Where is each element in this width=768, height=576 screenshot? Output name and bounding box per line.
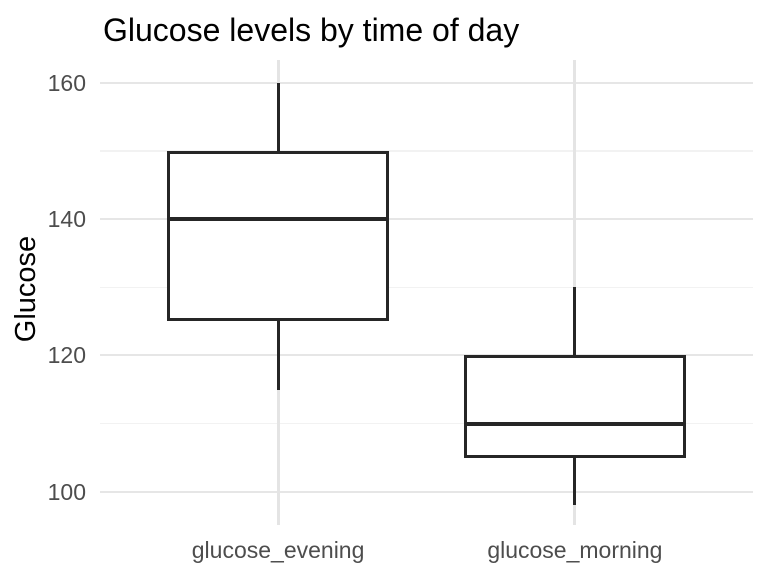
- plot-panel: [100, 60, 753, 525]
- chart-title: Glucose levels by time of day: [103, 12, 520, 48]
- y-tick-label: 140: [47, 206, 86, 233]
- median-line: [463, 421, 687, 426]
- gridline-minor: [100, 422, 753, 425]
- y-tick-label: 100: [47, 478, 86, 505]
- box-glucose_evening: [166, 151, 390, 322]
- whisker-lower: [276, 321, 280, 390]
- x-tick-label: glucose_morning: [487, 537, 663, 563]
- median-line: [166, 217, 390, 222]
- y-axis-title: Glucose: [10, 235, 42, 343]
- gridline-major: [100, 82, 753, 85]
- whisker-upper: [276, 83, 280, 152]
- gridline-major: [100, 218, 753, 221]
- y-tick-label: 120: [47, 342, 86, 369]
- whisker-lower: [573, 457, 577, 506]
- gridline-major: [100, 490, 753, 493]
- y-tick-label: 160: [47, 70, 86, 97]
- whisker-upper: [573, 287, 577, 356]
- gridline-minor: [100, 150, 753, 152]
- gridline-major: [100, 354, 753, 357]
- box-glucose_morning: [463, 355, 687, 458]
- gridline-minor: [100, 286, 753, 289]
- x-tick-label: glucose_evening: [191, 537, 365, 563]
